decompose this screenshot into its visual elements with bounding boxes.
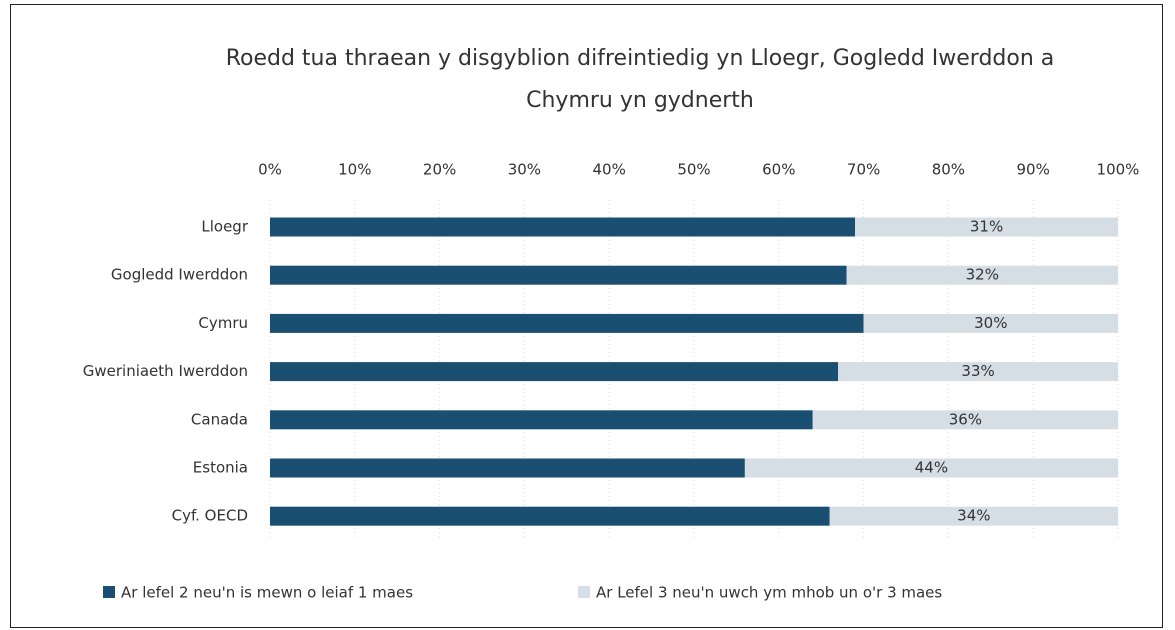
x-tick-label: 10% bbox=[338, 161, 371, 179]
data-label: 33% bbox=[961, 362, 994, 380]
chart-frame bbox=[10, 4, 1163, 628]
bar-segment bbox=[744, 458, 1118, 478]
x-tick-label: 30% bbox=[508, 161, 541, 179]
bar-segment bbox=[270, 362, 839, 382]
bar-segment bbox=[855, 217, 1118, 237]
y-tick-label: Gweriniaeth Iwerddon bbox=[83, 362, 248, 380]
x-tick-label: 20% bbox=[423, 161, 456, 179]
x-tick-label: 90% bbox=[1017, 161, 1050, 179]
bar-segment bbox=[838, 362, 1118, 382]
bar-segment bbox=[270, 313, 864, 333]
x-tick-label: 100% bbox=[1097, 161, 1140, 179]
y-tick-label: Cymru bbox=[198, 314, 248, 332]
bar-segment bbox=[863, 313, 1118, 333]
data-label: 31% bbox=[970, 218, 1003, 236]
data-label: 32% bbox=[966, 266, 999, 284]
x-tick-label: 0% bbox=[258, 161, 282, 179]
y-tick-label: Gogledd Iwerddon bbox=[111, 266, 248, 284]
bar-segment bbox=[829, 506, 1118, 526]
bar-segment bbox=[270, 458, 745, 478]
legend-label: Ar lefel 2 neu'n is mewn o leiaf 1 maes bbox=[121, 584, 413, 602]
x-tick-label: 60% bbox=[762, 161, 795, 179]
data-label: 44% bbox=[915, 459, 948, 477]
x-tick-label: 50% bbox=[677, 161, 710, 179]
x-tick-label: 40% bbox=[593, 161, 626, 179]
legend-swatch bbox=[578, 586, 590, 598]
bar-segment bbox=[846, 265, 1118, 285]
bar-segment bbox=[270, 506, 830, 526]
legend-swatch bbox=[103, 586, 115, 598]
y-tick-label: Estonia bbox=[193, 459, 248, 477]
chart-title: Roedd tua thraean y disgyblion difreinti… bbox=[225, 46, 1055, 113]
bar-segment bbox=[812, 410, 1118, 430]
data-label: 34% bbox=[957, 507, 990, 525]
bar-segment bbox=[270, 217, 856, 237]
bar-segment bbox=[270, 410, 813, 430]
y-tick-label: Cyf. OECD bbox=[172, 507, 248, 525]
x-tick-label: 70% bbox=[847, 161, 880, 179]
data-label: 36% bbox=[949, 410, 982, 428]
y-tick-label: Canada bbox=[191, 410, 248, 428]
legend-label: Ar Lefel 3 neu'n uwch ym mhob un o'r 3 m… bbox=[596, 584, 942, 602]
bar-segment bbox=[270, 265, 847, 285]
y-tick-label: Lloegr bbox=[201, 218, 248, 236]
data-label: 30% bbox=[974, 314, 1007, 332]
x-tick-label: 80% bbox=[932, 161, 965, 179]
